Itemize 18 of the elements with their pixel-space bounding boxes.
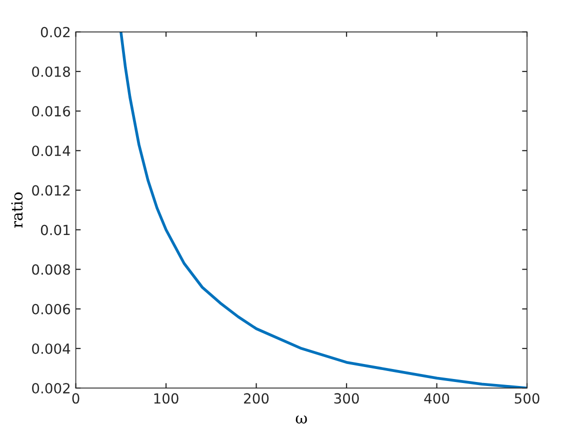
x-tick-label: 500 [514, 393, 540, 404]
y-tick-label: 0.006 [32, 304, 70, 314]
y-tick-label: 0.01 [40, 224, 70, 236]
x-tick-label: 0 [72, 393, 80, 404]
y-tick-label: 0.018 [32, 66, 70, 77]
y-tick-label: 0.016 [32, 106, 70, 117]
y-axis-title: ratio [11, 192, 23, 228]
y-tick-label: 0.012 [32, 185, 70, 196]
y-tick-label: 0.008 [32, 264, 70, 275]
x-tick-label: 100 [154, 393, 178, 404]
x-tick-label: 200 [244, 393, 269, 404]
y-tick-label: 0.002 [32, 383, 70, 394]
x-tick-label: 400 [424, 393, 450, 404]
x-axis-title: ω [296, 416, 307, 424]
y-tick-label: 0.02 [40, 26, 70, 38]
y-tick-label: 0.014 [32, 146, 70, 156]
x-tick-label: 300 [334, 393, 359, 404]
y-tick-label: 0.004 [32, 343, 70, 354]
